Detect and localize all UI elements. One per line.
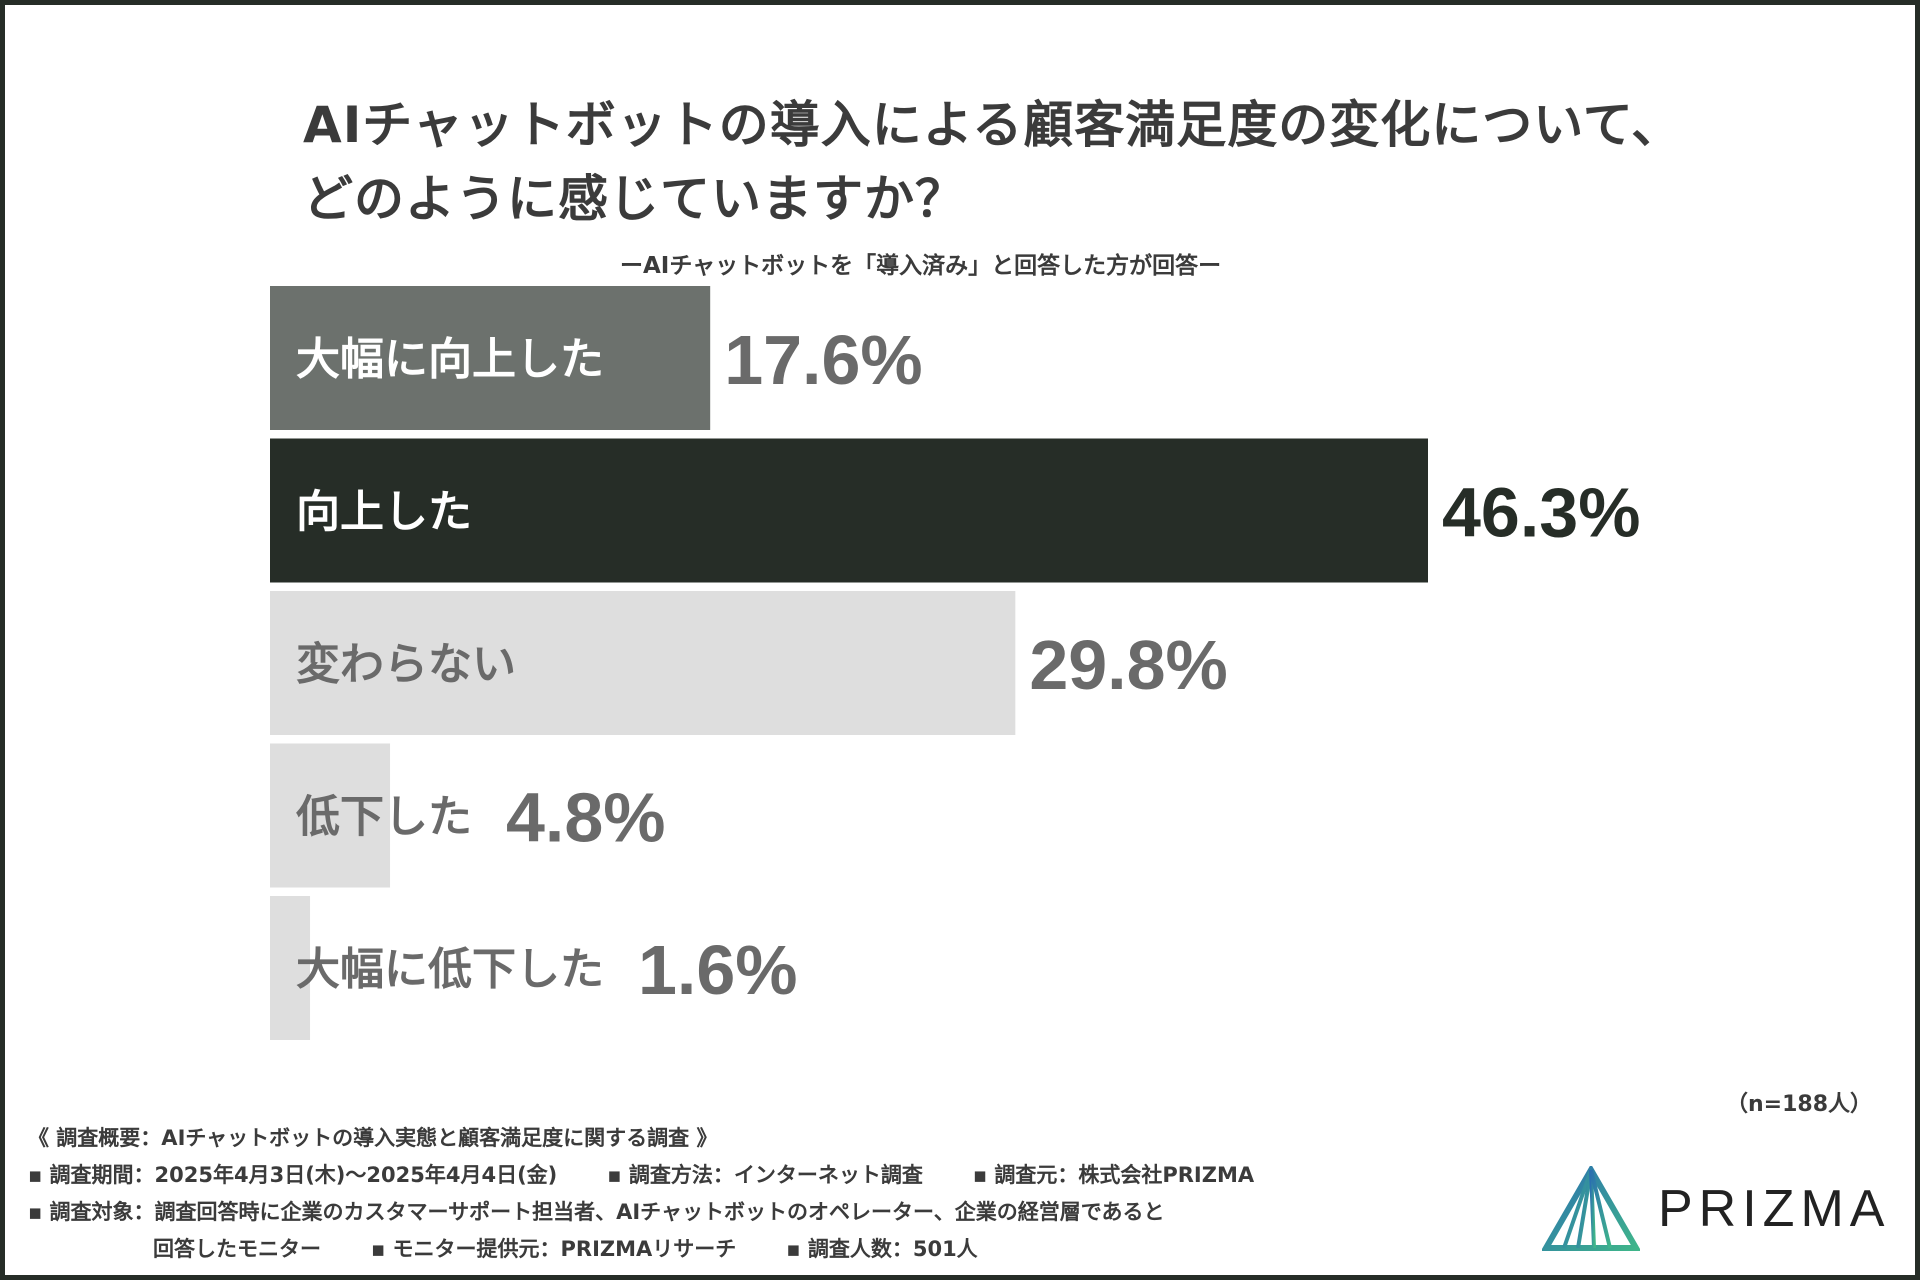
bar-5 bbox=[270, 896, 311, 1040]
survey-period: ▪ 調査期間：2025年4月3日(木)～2025年4月4日(金) bbox=[28, 1163, 558, 1187]
chart-title-line-2: どのように感じていますか？ bbox=[303, 170, 966, 228]
survey-target-continued: 回答したモニター bbox=[153, 1237, 321, 1261]
bar-4 bbox=[270, 743, 391, 888]
chart-subtitle: ーAIチャットボットを「導入済み」と回答した方が回答ー bbox=[620, 253, 1222, 279]
bar-1 bbox=[270, 286, 711, 430]
survey-footer: 《 調査概要：AIチャットボットの導入実態と顧客満足度に関する調査 》 ▪ 調査… bbox=[28, 1120, 1254, 1268]
bar-value-label-4: 4.8% bbox=[506, 779, 666, 857]
bar-category-label-4: 低下した bbox=[296, 792, 472, 843]
survey-overview: 《 調査概要：AIチャットボットの導入実態と顧客満足度に関する調査 》 bbox=[28, 1126, 718, 1150]
survey-count: ▪ 調査人数：501人 bbox=[786, 1237, 978, 1261]
bar-2 bbox=[270, 438, 1428, 583]
prizma-triangle-logo-icon bbox=[1542, 1166, 1640, 1251]
bar-category-label-2: 向上した bbox=[296, 487, 472, 538]
bar-category-label-3: 変わらない bbox=[296, 639, 516, 690]
survey-target-continued-row: 回答したモニター ▪ モニター提供元：PRIZMAリサーチ ▪ 調査人数：501… bbox=[28, 1231, 1254, 1268]
bar-value-label-3: 29.8% bbox=[1029, 626, 1227, 704]
bar-3 bbox=[270, 591, 1016, 735]
bar-value-label-5: 1.6% bbox=[638, 931, 798, 1009]
bar-value-label-2: 46.3% bbox=[1442, 474, 1640, 552]
survey-provider: ▪ モニター提供元：PRIZMAリサーチ bbox=[371, 1237, 737, 1261]
survey-source: ▪ 調査元：株式会社PRIZMA bbox=[972, 1163, 1255, 1187]
brand-logo: PRIZMA bbox=[1542, 1166, 1890, 1252]
survey-meta-row: ▪ 調査期間：2025年4月3日(木)～2025年4月4日(金) ▪ 調査方法：… bbox=[28, 1157, 1254, 1194]
survey-method: ▪ 調査方法：インターネット調査 bbox=[607, 1163, 923, 1187]
bar-category-label-5: 大幅に低下した bbox=[296, 944, 604, 995]
chart-title-line-1: AIチャットボットの導入による顧客満足度の変化について、 bbox=[303, 96, 1683, 154]
bar-category-label-1: 大幅に向上した bbox=[296, 334, 604, 385]
survey-target: ▪ 調査対象：調査回答時に企業のカスタマーサポート担当者、AIチャットボットのオ… bbox=[28, 1200, 1165, 1224]
sample-size-label: （n=188人） bbox=[1726, 1092, 1873, 1117]
bar-value-label-1: 17.6% bbox=[724, 321, 922, 399]
brand-name: PRIZMA bbox=[1658, 1180, 1891, 1238]
chart-title: AIチャットボットの導入による顧客満足度の変化について、 どのように感じています… bbox=[303, 88, 1682, 236]
